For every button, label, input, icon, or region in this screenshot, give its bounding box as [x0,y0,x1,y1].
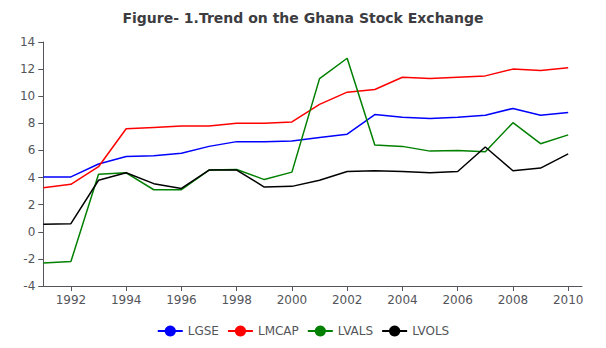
svg-text:6: 6 [28,143,36,157]
svg-text:LVALS: LVALS [338,324,373,338]
svg-text:1998: 1998 [221,293,252,307]
svg-text:8: 8 [28,116,36,130]
svg-text:-2: -2 [23,252,35,266]
svg-text:2010: 2010 [553,293,584,307]
svg-text:2: 2 [28,198,36,212]
svg-text:2006: 2006 [442,293,473,307]
svg-text:1996: 1996 [166,293,197,307]
svg-text:LMCAP: LMCAP [258,324,299,338]
svg-text:0: 0 [28,225,36,239]
svg-text:2004: 2004 [387,293,418,307]
svg-text:2008: 2008 [498,293,529,307]
svg-text:LVOLS: LVOLS [412,324,449,338]
svg-text:LGSE: LGSE [188,324,219,338]
svg-text:4: 4 [28,171,36,185]
svg-text:2000: 2000 [277,293,308,307]
svg-text:14: 14 [20,35,35,49]
svg-text:12: 12 [20,62,35,76]
svg-text:1994: 1994 [111,293,142,307]
svg-text:Figure- 1.Trend on the Ghana S: Figure- 1.Trend on the Ghana Stock Excha… [122,10,483,26]
svg-text:2002: 2002 [332,293,363,307]
svg-text:-4: -4 [23,279,35,293]
svg-text:10: 10 [20,89,35,103]
svg-text:1992: 1992 [56,293,87,307]
